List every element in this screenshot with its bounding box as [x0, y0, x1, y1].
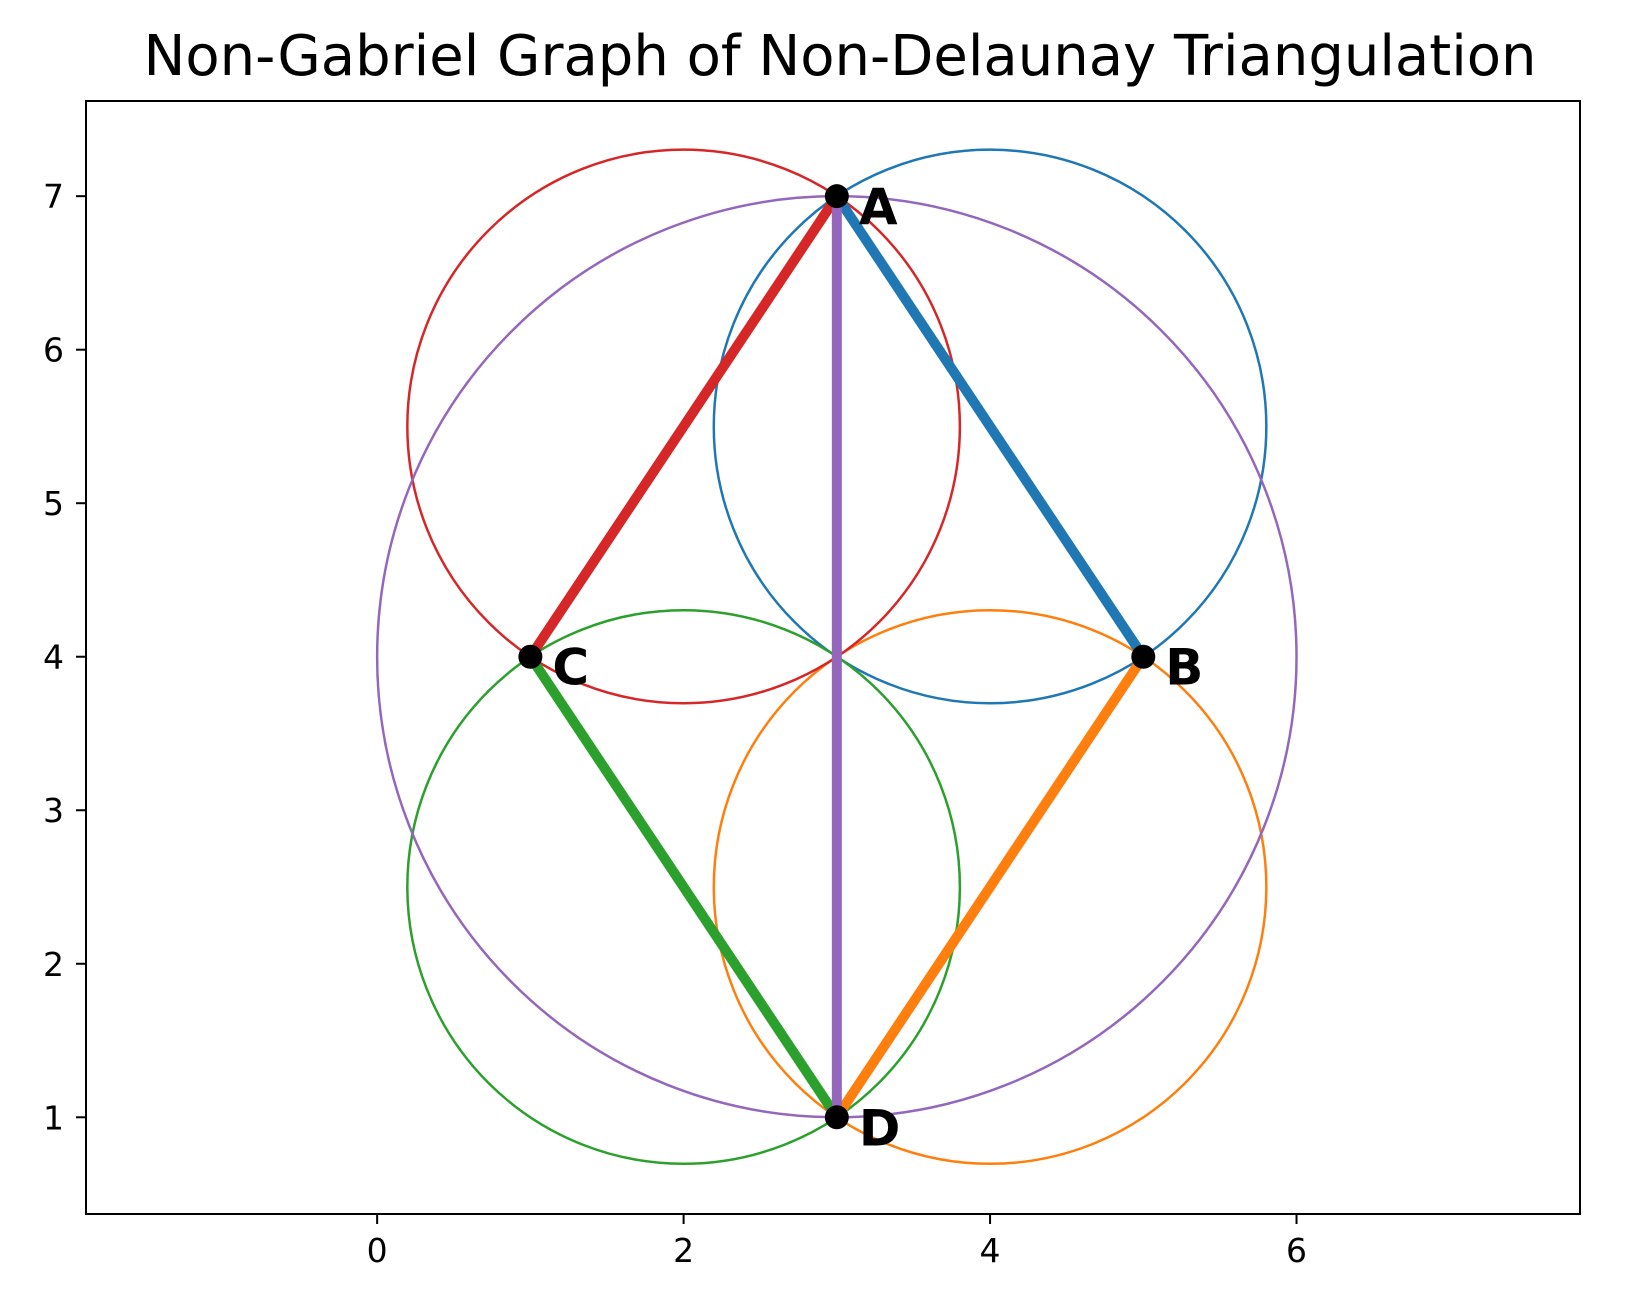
- point-b: [1131, 644, 1156, 669]
- point-d: [824, 1105, 849, 1130]
- point-c: [518, 644, 543, 669]
- point-label-c: C: [552, 639, 589, 697]
- circle-a-b: [712, 148, 1268, 705]
- y-tick-label: 2: [43, 945, 64, 984]
- axes-frame: [85, 100, 1581, 1215]
- y-axis: 1 2 3 4 5 6 7: [43, 177, 86, 1137]
- y-tick-label: 4: [43, 638, 64, 677]
- point-label-a: A: [859, 178, 898, 236]
- x-tick-label: 6: [1286, 1231, 1307, 1270]
- chart-title: Non-Gabriel Graph of Non-Delaunay Triang…: [144, 24, 1537, 89]
- y-tick-label: 1: [43, 1098, 64, 1137]
- edge-d-c: [526, 653, 841, 1121]
- edge-c-a: [526, 193, 841, 660]
- point-label-b: B: [1165, 639, 1203, 697]
- circle-b-d: [712, 608, 1268, 1166]
- edge-a-b: [832, 193, 1148, 660]
- y-tick-label: 5: [43, 484, 64, 523]
- x-tick-label: 0: [367, 1231, 388, 1270]
- point-a: [824, 184, 849, 209]
- plot-area: A B C D: [375, 148, 1298, 1166]
- circle-d-c: [406, 608, 962, 1166]
- x-tick-label: 2: [673, 1231, 694, 1270]
- y-tick-label: 7: [43, 177, 64, 216]
- y-tick-label: 3: [43, 791, 64, 830]
- circle-c-a: [406, 148, 962, 705]
- point-label-d: D: [859, 1099, 901, 1157]
- edge-b-d: [832, 653, 1148, 1121]
- y-tick-label: 6: [43, 331, 64, 370]
- x-tick-label: 4: [980, 1231, 1001, 1270]
- x-axis: 0 2 4 6: [367, 1214, 1307, 1270]
